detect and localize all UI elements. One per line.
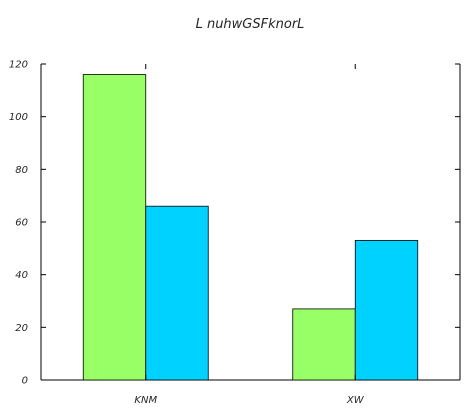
y-tick-label: 0 bbox=[22, 376, 28, 387]
bar-knm-series-1 bbox=[82, 74, 147, 381]
y-tick-label: 120 bbox=[9, 60, 28, 71]
bar-knm-series-2 bbox=[145, 205, 209, 381]
y-tick-label: 60 bbox=[15, 218, 28, 229]
y-tick-label: 20 bbox=[15, 323, 28, 334]
bar-xw-series-1 bbox=[292, 308, 356, 381]
y-tick-label: 100 bbox=[9, 112, 28, 123]
x-axis-ticks: KNM XW bbox=[134, 64, 365, 406]
bars bbox=[82, 74, 419, 381]
y-tick-label: 80 bbox=[15, 165, 28, 176]
x-tick-label: KNM bbox=[134, 395, 157, 406]
y-tick-label: 40 bbox=[15, 270, 28, 281]
x-tick-label: XW bbox=[346, 395, 365, 406]
chart-title: L nuhwGSFknorL bbox=[196, 17, 305, 32]
y-axis-ticks: 0 20 40 60 80 100 120 bbox=[9, 60, 460, 387]
bar-xw-series-2 bbox=[354, 240, 419, 381]
